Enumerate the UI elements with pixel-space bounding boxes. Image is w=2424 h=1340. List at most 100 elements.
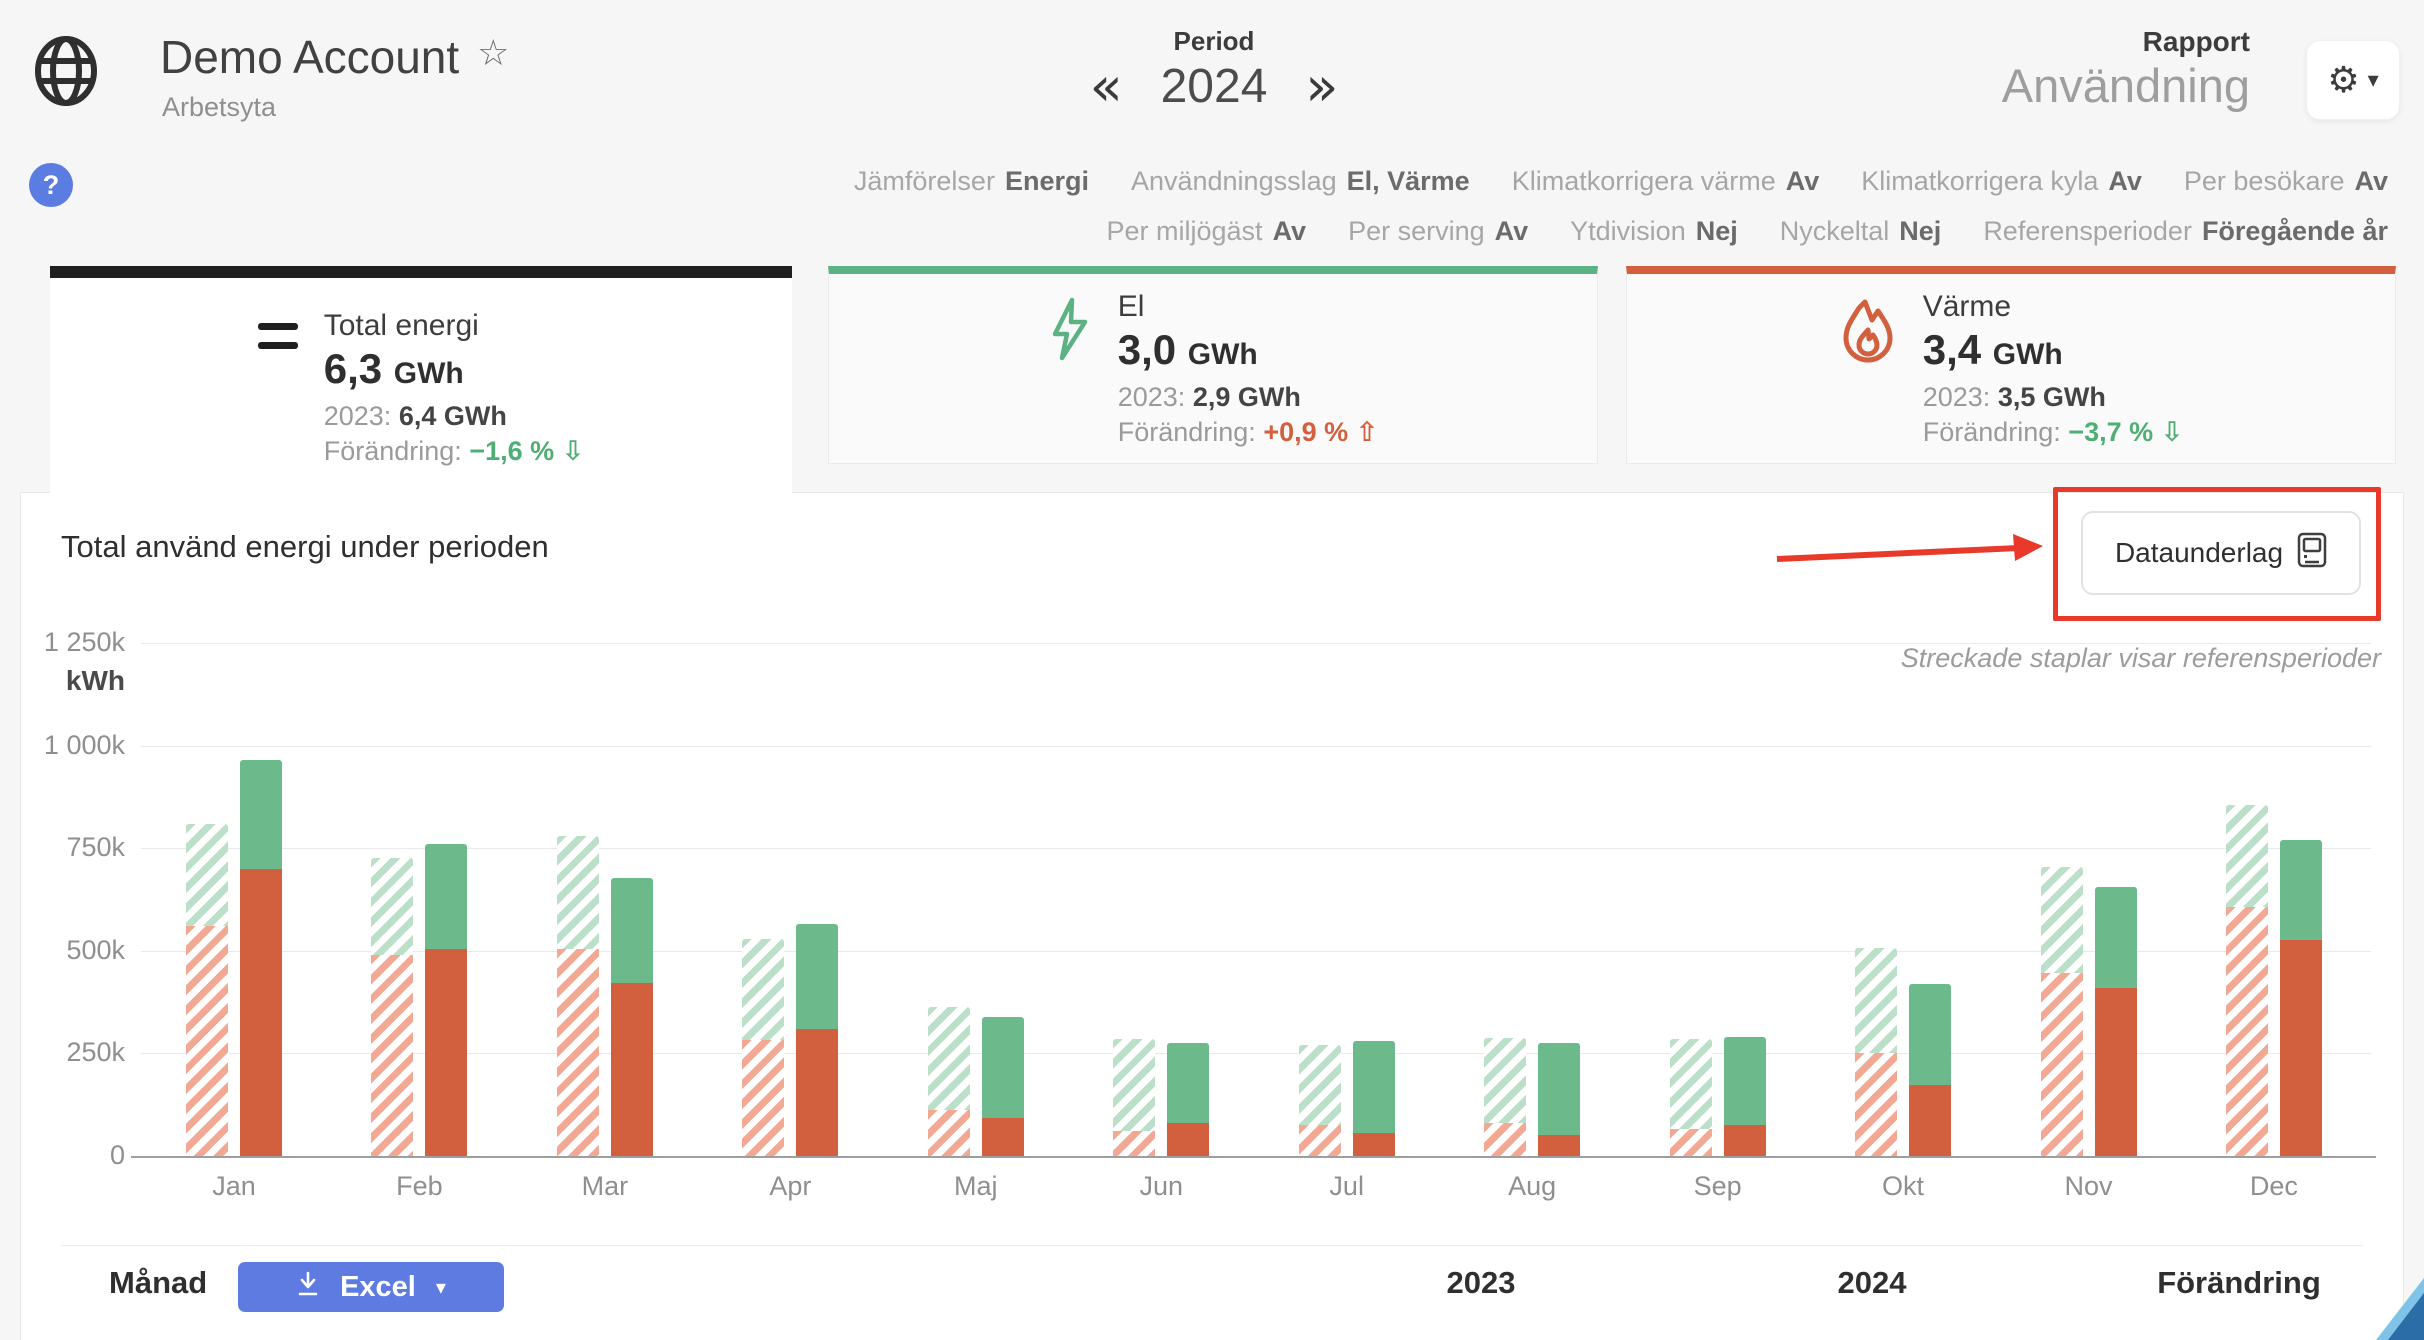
bar-segment (556, 835, 599, 949)
change-value: +0,9 % (1263, 416, 1349, 447)
bar-maj-aktuell[interactable] (981, 1017, 1024, 1156)
period-selector: Period « 2024 » (1064, 26, 1364, 114)
excel-export-button[interactable]: Excel ▾ (238, 1262, 504, 1312)
feedback-corner-widget-inner (2388, 1293, 2424, 1340)
bar-mar-referens[interactable] (556, 835, 599, 1156)
card-value: 3,4 (1922, 325, 1982, 373)
period-label: Period (1173, 26, 1255, 56)
bar-segment (425, 948, 468, 1156)
download-icon (296, 1271, 320, 1304)
bar-segment (1298, 1045, 1341, 1126)
table-divider (61, 1245, 2363, 1246)
bar-dec-aktuell[interactable] (2279, 839, 2322, 1156)
bar-segment (2225, 906, 2268, 1156)
bar-segment (796, 1028, 839, 1156)
tab-total-energi[interactable]: Total energi 6,3 GWh 2023: 6,4 GWh Förän… (50, 266, 792, 498)
filter-value: Energi (1004, 166, 1089, 196)
x-axis-line (131, 1156, 2376, 1158)
bar-dec-referens[interactable] (2225, 804, 2268, 1156)
filter-klimatkorrigera-värme[interactable]: Klimatkorrigera värme Av (1512, 166, 1820, 197)
chevron-down-icon: ▾ (2367, 67, 2379, 93)
bar-okt-aktuell[interactable] (1909, 983, 1952, 1156)
tab-varme[interactable]: Värme 3,4 GWh 2023: 3,5 GWh Förändring: … (1626, 266, 2396, 464)
dataunderlag-button[interactable]: Dataunderlag (2081, 511, 2361, 595)
bar-segment (927, 1007, 970, 1111)
bar-nov-referens[interactable] (2040, 866, 2083, 1156)
bar-segment (240, 868, 282, 1156)
bar-segment (371, 858, 414, 955)
bar-segment (610, 982, 653, 1156)
bar-sep-aktuell[interactable] (1723, 1036, 1766, 1156)
filter-användningsslag[interactable]: Användningsslag El, Värme (1131, 166, 1470, 197)
filter-per-besökare[interactable]: Per besökare Av (2184, 166, 2388, 197)
bar-segment (1538, 1042, 1581, 1136)
bar-jun-aktuell[interactable] (1167, 1042, 1210, 1156)
bar-maj-referens[interactable] (927, 1007, 970, 1156)
bar-segment (796, 924, 839, 1029)
bar-jul-referens[interactable] (1298, 1045, 1341, 1156)
favorite-star-icon[interactable]: ☆ (477, 32, 510, 73)
change-label: Förändring: (323, 436, 462, 466)
bar-segment (1298, 1125, 1341, 1156)
x-tick-label-sep: Sep (1693, 1171, 1742, 1201)
filter-referensperioder[interactable]: Referensperioder Föregående år (1983, 216, 2388, 247)
tab-el[interactable]: El 3,0 GWh 2023: 2,9 GWh Förändring: +0,… (828, 266, 1598, 464)
x-tick-label-jul: Jul (1329, 1171, 1364, 1201)
bar-apr-referens[interactable] (742, 938, 785, 1156)
chart-plot-area: 0 250k 500k 750k 1 000k 1 250k Jan Feb Mar Apr Maj… (21, 493, 2403, 1340)
bar-feb-aktuell[interactable] (425, 844, 468, 1156)
x-tick-label-maj: Maj (954, 1171, 998, 1201)
filter-per-serving[interactable]: Per serving Av (1348, 216, 1528, 247)
bar-mar-aktuell[interactable] (610, 877, 653, 1156)
ref-value: 6,4 GWh (398, 401, 507, 431)
previous-period-button[interactable]: « (1089, 54, 1123, 118)
table-col-2023: 2023 (1446, 1265, 1516, 1300)
bar-nov-aktuell[interactable] (2094, 886, 2137, 1156)
bar-jan-referens[interactable] (186, 823, 228, 1156)
bar-segment (742, 1039, 785, 1156)
bar-segment (556, 948, 599, 1156)
bar-aug-referens[interactable] (1484, 1037, 1527, 1156)
filter-klimatkorrigera-kyla[interactable]: Klimatkorrigera kyla Av (1861, 166, 2142, 197)
bar-segment (371, 954, 414, 1156)
bar-segment (1538, 1135, 1581, 1156)
filter-nyckeltal[interactable]: Nyckeltal Nej (1780, 216, 1942, 247)
arrow-down-icon: ⇩ (561, 436, 585, 466)
filter-per-miljögäst[interactable]: Per miljögäst Av (1107, 216, 1307, 247)
bar-segment (1723, 1125, 1766, 1156)
card-value: 3,0 (1117, 325, 1177, 373)
table-col-2024: 2024 (1837, 1265, 1907, 1300)
card-label: El (1117, 289, 1145, 323)
y-tick-label: 1 250k (43, 627, 125, 657)
bar-jan-aktuell[interactable] (240, 759, 282, 1156)
bar-aug-aktuell[interactable] (1538, 1042, 1581, 1156)
bar-segment (425, 844, 468, 949)
dataunderlag-label: Dataunderlag (2114, 537, 2284, 568)
change-label: Förändring: (1922, 416, 2061, 447)
bar-sep-referens[interactable] (1669, 1039, 1712, 1156)
filter-label: Per besökare (2183, 166, 2345, 196)
bar-segment (927, 1110, 970, 1156)
bar-segment (1909, 1085, 1952, 1156)
report-settings-button[interactable]: ⚙ ▾ (2306, 40, 2400, 120)
card-unit: GWh (1992, 337, 2063, 371)
filter-jämförelser[interactable]: Jämförelser Energi (854, 166, 1089, 197)
y-tick-label: 1 000k (43, 729, 125, 760)
x-tick-label-jan: Jan (212, 1171, 256, 1201)
help-button[interactable]: ? (29, 163, 73, 207)
bar-segment (2279, 839, 2322, 940)
bar-apr-aktuell[interactable] (796, 924, 839, 1156)
bar-feb-referens[interactable] (371, 858, 414, 1156)
bar-segment (2094, 886, 2137, 988)
card-label: Värme (1922, 289, 2012, 323)
filter-ytdivision[interactable]: Ytdivision Nej (1570, 216, 1738, 247)
bar-okt-referens[interactable] (1855, 947, 1898, 1156)
bar-segment (1855, 1053, 1898, 1156)
next-period-button[interactable]: » (1305, 54, 1339, 118)
bar-jun-referens[interactable] (1113, 1039, 1156, 1156)
filter-value: El, Värme (1346, 166, 1470, 196)
bar-jul-aktuell[interactable] (1352, 1041, 1395, 1156)
bar-segment (1855, 947, 1898, 1054)
bar-segment (240, 759, 282, 869)
